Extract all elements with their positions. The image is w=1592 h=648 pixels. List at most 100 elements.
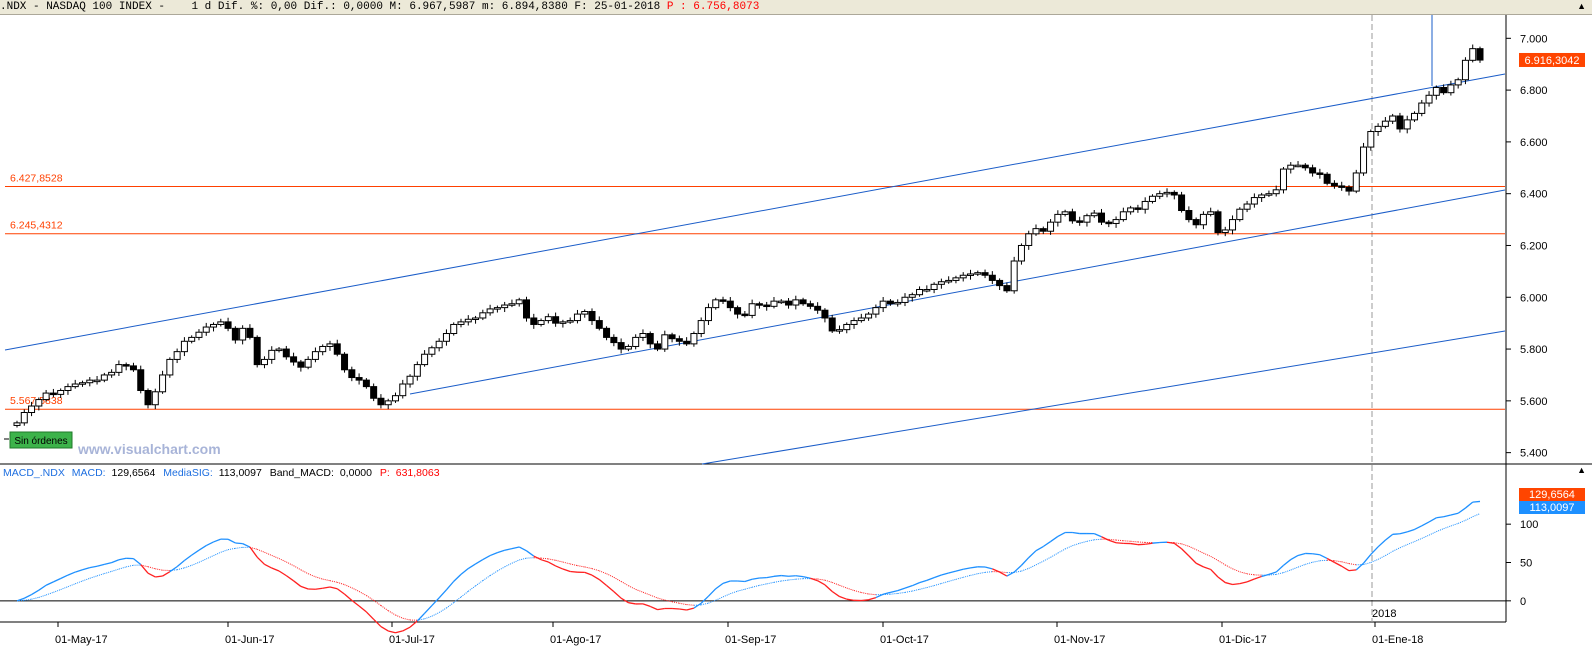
- level-label: 6.427,8528: [10, 172, 63, 184]
- macd-segment: [1101, 536, 1110, 541]
- macd-segment: [795, 575, 804, 578]
- signal-segment: [1086, 539, 1095, 542]
- candle-body: [1301, 164, 1309, 169]
- macd-collapse-icon[interactable]: ▲: [1577, 465, 1586, 475]
- candle-body: [122, 364, 130, 367]
- collapse-arrow-icon[interactable]: ▲: [1577, 1, 1586, 11]
- signal-segment: [424, 615, 433, 620]
- candle-body: [661, 334, 669, 350]
- candle-body: [741, 313, 749, 317]
- macd-segment: [1145, 542, 1153, 545]
- signal-segment: [1428, 531, 1437, 536]
- signal-segment: [1385, 550, 1393, 556]
- candle-body: [428, 347, 436, 355]
- candle-body: [617, 342, 625, 350]
- macd-tick-label: 100: [1520, 519, 1538, 531]
- macd-segment: [1290, 554, 1299, 561]
- macd-segment: [1334, 561, 1343, 567]
- macd-segment: [708, 588, 717, 597]
- candle-body: [268, 349, 276, 360]
- signal-segment: [1297, 563, 1306, 568]
- candle-body: [115, 364, 123, 373]
- candle-body: [304, 358, 312, 368]
- signal-segment: [1407, 541, 1415, 546]
- macd-segment: [388, 630, 396, 634]
- candle-body: [1469, 48, 1477, 61]
- macd-band-label: Band_MACD:: [270, 467, 334, 479]
- macd-segment: [1421, 521, 1430, 527]
- macd-segment: [1239, 581, 1248, 585]
- candle-body: [1025, 233, 1033, 246]
- signal-segment: [861, 592, 869, 595]
- macd-signal-value: 113,0097: [219, 467, 262, 479]
- signal-segment: [169, 569, 178, 572]
- signal-segment: [817, 578, 826, 581]
- macd-segment: [1057, 531, 1066, 538]
- candle-body: [391, 395, 399, 402]
- macd-segment: [315, 587, 323, 590]
- candle-body: [35, 399, 43, 407]
- macd-segment: [1020, 557, 1030, 566]
- macd-segment: [249, 546, 258, 558]
- orders-badge[interactable]: [9, 431, 73, 449]
- signal-segment: [60, 586, 69, 591]
- candle-body: [1360, 146, 1368, 174]
- candle-body: [333, 343, 341, 355]
- candle-body: [763, 304, 771, 308]
- signal-segment: [402, 617, 411, 621]
- macd-segment: [548, 561, 556, 567]
- candle-body: [341, 353, 349, 371]
- macd-segment: [23, 594, 32, 599]
- signal-segment: [417, 618, 425, 621]
- candle-body: [159, 374, 167, 393]
- signal-segment: [1392, 547, 1401, 552]
- candle-body: [857, 317, 865, 322]
- price-tick-label: 5.600: [1520, 396, 1548, 408]
- candle-body: [770, 300, 778, 307]
- macd-segment: [649, 605, 658, 611]
- signal-segment: [897, 591, 906, 594]
- candle-body: [843, 323, 851, 331]
- svg-text:MACD_.NDX MACD: 12: MACD_.NDX MACD: 129,6564 MediaSIG: 113,0…: [3, 467, 440, 479]
- candle-body: [646, 333, 654, 345]
- macd-segment: [300, 585, 309, 590]
- signal-segment: [271, 554, 280, 560]
- candle-body: [850, 320, 858, 325]
- macd-segment: [475, 558, 484, 565]
- candle-body: [493, 307, 501, 310]
- macd-segment: [75, 569, 83, 573]
- signal-segment: [591, 568, 600, 572]
- signal-segment: [45, 591, 54, 596]
- macd-segment: [1377, 539, 1386, 548]
- p-value: 6.756,8073: [693, 1, 760, 13]
- candle-body: [297, 361, 305, 368]
- signal-segment: [1094, 538, 1102, 541]
- macd-macd-value: 129,6564: [112, 467, 156, 479]
- macd-segment: [402, 626, 411, 632]
- signal-segment: [919, 587, 927, 590]
- candle-body: [799, 299, 807, 305]
- signal-segment: [562, 561, 571, 565]
- macd-segment: [1370, 546, 1379, 555]
- signal-segment: [1377, 555, 1386, 560]
- candle-body: [1032, 228, 1040, 235]
- time-tick-label: 01-Sep-17: [725, 634, 776, 646]
- signal-segment: [387, 610, 396, 616]
- price-panel: [0, 15, 1506, 463]
- candle-body: [1389, 115, 1397, 122]
- macd-axis: 100 50 0: [1506, 519, 1538, 608]
- signal-segment: [766, 581, 775, 585]
- macd-segment: [1275, 564, 1284, 573]
- macd-segment: [1006, 571, 1015, 577]
- signal-segment: [482, 575, 491, 581]
- signal-segment: [1079, 540, 1088, 544]
- candle-body: [173, 351, 181, 360]
- signal-segment: [337, 581, 345, 586]
- macd-segment: [322, 586, 331, 589]
- signal-segment: [832, 581, 840, 586]
- candle-body: [282, 348, 290, 358]
- signal-segment: [519, 557, 527, 561]
- candle-body: [1316, 172, 1324, 175]
- signal-segment: [1247, 573, 1255, 576]
- signal-segment: [1334, 560, 1342, 563]
